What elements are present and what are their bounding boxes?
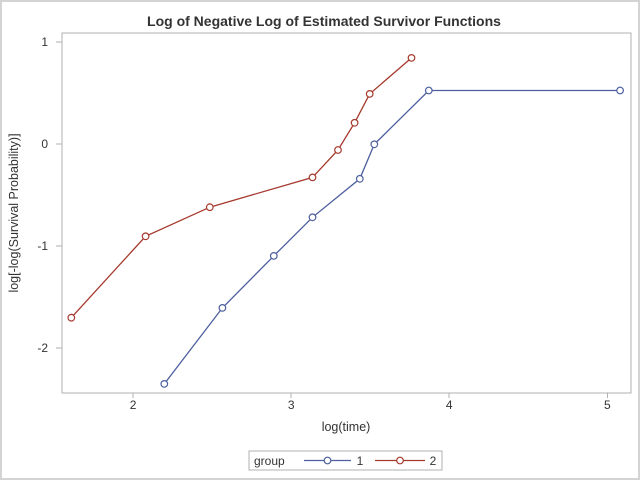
x-tick-label: 2: [130, 398, 137, 412]
x-tick-label: 5: [604, 398, 611, 412]
x-axis: 2 3 4 5: [130, 393, 611, 412]
series-line-group-1: [163, 89, 621, 385]
data-point-marker: [205, 203, 214, 212]
y-tick-label: 0: [41, 137, 48, 151]
data-point-marker: [616, 86, 624, 95]
legend-entry-label: 2: [430, 454, 437, 468]
data-point-marker: [308, 173, 317, 182]
y-axis: 1 0 -1 -2: [37, 35, 62, 355]
y-tick-label: -2: [37, 341, 48, 355]
x-tick-label: 3: [288, 398, 295, 412]
data-point-marker: [218, 304, 227, 312]
data-point-marker: [334, 146, 342, 154]
y-tick-label: 1: [41, 35, 48, 49]
data-point-marker: [424, 86, 433, 95]
data-point-marker: [67, 313, 76, 322]
data-point-marker: [141, 232, 150, 241]
y-axis-label: log[-log(Survival Probability)]: [7, 133, 21, 292]
data-point-marker: [365, 89, 374, 98]
series-layer: [67, 54, 624, 388]
data-point-marker: [308, 213, 317, 222]
data-point-marker: [370, 140, 379, 149]
chart-title: Log of Negative Log of Estimated Survivo…: [147, 13, 501, 29]
x-axis-label: log(time): [322, 420, 371, 434]
data-point-marker: [407, 54, 416, 62]
data-point-marker: [160, 380, 169, 388]
data-point-marker: [269, 251, 278, 260]
legend-swatch-marker: [396, 456, 404, 465]
plot-frame: [61, 32, 632, 394]
data-point-marker: [350, 118, 359, 127]
data-point-marker: [355, 174, 364, 183]
series-line-group-2: [70, 57, 412, 319]
legend-entry-label: 1: [357, 454, 364, 468]
x-tick-label: 4: [446, 398, 453, 412]
legend-swatch-marker: [323, 456, 332, 465]
legend-title: group: [254, 454, 285, 468]
y-tick-label: -1: [37, 239, 48, 253]
